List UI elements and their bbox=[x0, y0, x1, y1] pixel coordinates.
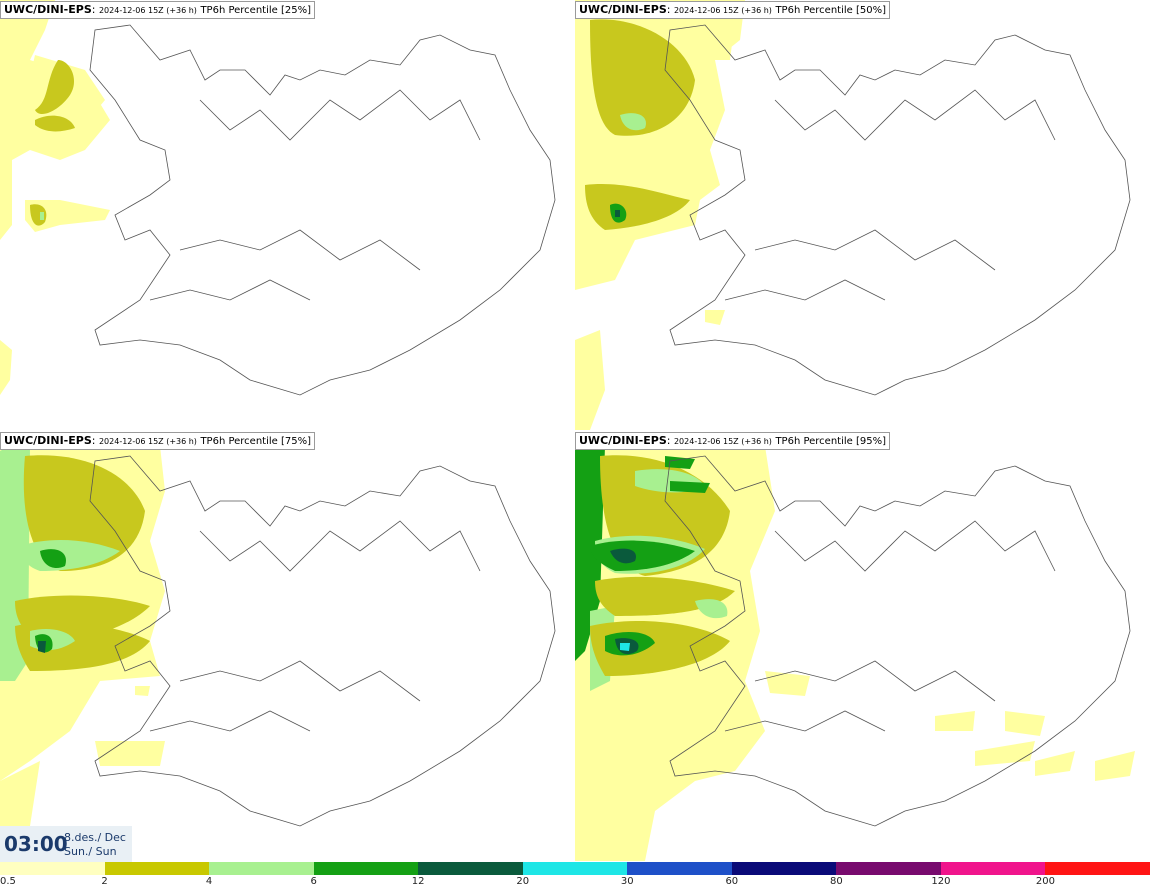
map-panel-25: UWC/DINI-EPS: 2024-12-06 15Z (+36 h) TP6… bbox=[0, 0, 575, 430]
precip-map bbox=[0, 446, 556, 831]
valid-date-line1: 8.des./ Dec bbox=[64, 831, 126, 844]
run-time: 2024-12-06 15Z (+36 h) bbox=[673, 437, 772, 446]
legend-tick-label: 20 bbox=[516, 876, 530, 887]
precip-map bbox=[575, 0, 1131, 430]
legend-swatch bbox=[1045, 862, 1150, 875]
legend-tick-label: 120 bbox=[931, 876, 951, 887]
legend-tick-label: 0.5 bbox=[0, 876, 16, 887]
iceland-coastline bbox=[89, 455, 556, 827]
run-time: 2024-12-06 15Z (+36 h) bbox=[673, 6, 772, 15]
run-time: 2024-12-06 15Z (+36 h) bbox=[98, 437, 197, 446]
legend-swatch bbox=[940, 862, 1046, 875]
legend-swatch bbox=[0, 862, 105, 875]
panel-title: UWC/DINI-EPS: 2024-12-06 15Z (+36 h) TP6… bbox=[0, 432, 315, 450]
model-name: UWC/DINI-EPS bbox=[579, 434, 667, 447]
parameter-label: TP6h Percentile [75%] bbox=[200, 436, 311, 447]
color-legend: 0.5 2 4 6 12 20 30 60 80 120 200 bbox=[0, 862, 1150, 891]
parameter-label: TP6h Percentile [50%] bbox=[775, 5, 886, 16]
legend-tick-label: 12 bbox=[411, 876, 425, 887]
run-time: 2024-12-06 15Z (+36 h) bbox=[98, 6, 197, 15]
map-panel-95: UWC/DINI-EPS: 2024-12-06 15Z (+36 h) TP6… bbox=[575, 431, 1150, 861]
legend-swatch bbox=[627, 862, 732, 875]
valid-time: 03:00 bbox=[4, 832, 68, 856]
legend-tick-label: 30 bbox=[620, 876, 634, 887]
map-panel-75: UWC/DINI-EPS: 2024-12-06 15Z (+36 h) TP6… bbox=[0, 431, 575, 861]
legend-swatch bbox=[522, 862, 628, 875]
panel-title: UWC/DINI-EPS: 2024-12-06 15Z (+36 h) TP6… bbox=[575, 1, 890, 19]
valid-date: 8.des./ Dec Sun./ Sun bbox=[64, 831, 126, 859]
iceland-coastline bbox=[664, 24, 1131, 396]
parameter-label: TP6h Percentile [95%] bbox=[775, 436, 886, 447]
legend-tick-label: 6 bbox=[310, 876, 317, 887]
precip-map bbox=[0, 0, 556, 396]
precip-fields bbox=[0, 446, 165, 831]
precip-fields bbox=[0, 0, 110, 395]
iceland-coastline bbox=[89, 24, 556, 396]
valid-date-line2: Sun./ Sun bbox=[64, 845, 117, 858]
map-panel-50: UWC/DINI-EPS: 2024-12-06 15Z (+36 h) TP6… bbox=[575, 0, 1150, 430]
legend-tick-label: 4 bbox=[205, 876, 213, 887]
legend-swatch bbox=[104, 862, 210, 875]
precip-fields bbox=[575, 0, 745, 430]
valid-time-box: 03:00 8.des./ Dec Sun./ Sun bbox=[0, 826, 132, 862]
legend-colorbar bbox=[0, 862, 1150, 875]
legend-tick-label: 200 bbox=[1035, 876, 1055, 887]
precip-fields bbox=[575, 446, 1135, 861]
iceland-coastline bbox=[664, 455, 1131, 827]
legend-tick-label: 60 bbox=[725, 876, 739, 887]
legend-swatch bbox=[731, 862, 837, 875]
legend-tick-label: 2 bbox=[101, 876, 108, 887]
legend-swatch bbox=[836, 862, 941, 875]
legend-swatch bbox=[313, 862, 419, 875]
legend-swatch bbox=[209, 862, 314, 875]
legend-tick-label: 80 bbox=[829, 876, 843, 887]
precip-map bbox=[575, 446, 1135, 861]
panel-title: UWC/DINI-EPS: 2024-12-06 15Z (+36 h) TP6… bbox=[0, 1, 315, 19]
model-name: UWC/DINI-EPS bbox=[4, 434, 92, 447]
parameter-label: TP6h Percentile [25%] bbox=[200, 5, 311, 16]
model-name: UWC/DINI-EPS bbox=[4, 3, 92, 16]
panel-title: UWC/DINI-EPS: 2024-12-06 15Z (+36 h) TP6… bbox=[575, 432, 890, 450]
legend-swatch bbox=[418, 862, 523, 875]
model-name: UWC/DINI-EPS bbox=[579, 3, 667, 16]
